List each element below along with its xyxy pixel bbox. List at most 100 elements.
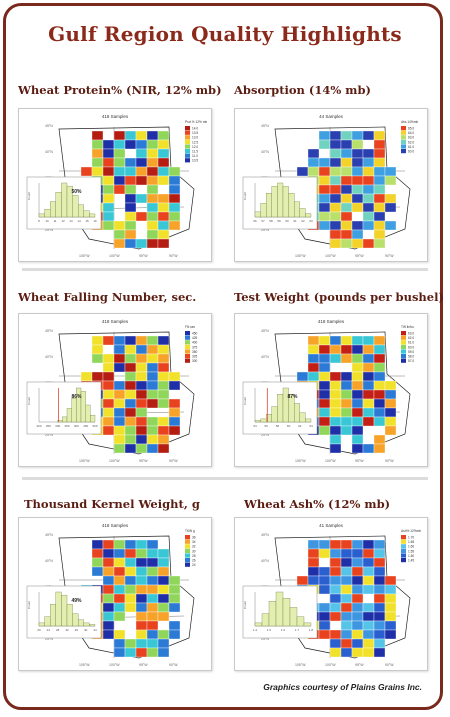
histogram-bar <box>66 604 73 627</box>
histogram-bar <box>61 594 68 627</box>
latitude-label: 25°N <box>45 228 53 232</box>
histogram-bar <box>55 192 62 218</box>
histogram-bar <box>44 616 51 627</box>
histogram-bar <box>62 416 68 423</box>
longitude-label: 105°W <box>79 663 90 667</box>
histogram-bar <box>90 415 96 423</box>
histogram-tick-label: 40 <box>84 628 88 632</box>
longitude-label: 90°W <box>385 254 394 258</box>
latitude-label: 40°N <box>261 150 269 154</box>
histogram-tick-label: 450 <box>83 424 88 428</box>
histogram-bar <box>72 613 79 627</box>
map-panel-tkw: 418 Samples45°N40°N35°N30°N25°N105°W100°… <box>18 517 212 671</box>
histogram-bar <box>296 616 305 627</box>
histogram-bar <box>282 598 291 627</box>
map-panel-ash: 41 Samples45°N40°N35°N30°N25°N105°W100°W… <box>234 517 428 671</box>
histogram-tick-label: 500 <box>92 424 97 428</box>
page-title: Gulf Region Quality Highlights <box>48 22 402 46</box>
histogram-tick-label: 13 <box>69 219 73 223</box>
legend-value: 61.0 <box>408 145 414 149</box>
histogram-bar <box>289 607 298 627</box>
legend-title: Abs 14%mb <box>401 120 418 124</box>
histogram-bar <box>294 403 300 423</box>
map-panel-falling-number: 418 Samples45°N40°N35°N30°N25°N105°W100°… <box>18 313 212 467</box>
map-samples-title: 44 Samples <box>319 114 344 119</box>
heading-test-weight: Test Weight (pounds per bushel) <box>234 290 444 304</box>
map-svg: 418 Samples45°N40°N35°N30°N25°N105°W100°… <box>19 109 211 261</box>
longitude-label: 105°W <box>295 459 306 463</box>
legend-title: Prot % 12% mb <box>185 120 207 124</box>
map-samples-title: 418 Samples <box>102 319 129 324</box>
latitude-label: 25°N <box>45 637 53 641</box>
histogram-tick-label: 14 <box>77 219 81 223</box>
histogram-axis-label: Count <box>243 601 247 609</box>
histogram-bar <box>260 418 267 423</box>
choropleth-map <box>296 335 397 454</box>
map-svg: 418 Samples45°N40°N35°N30°N25°N105°W100°… <box>235 314 427 466</box>
latitude-label: 45°N <box>45 533 53 537</box>
map-panel-absorption: 44 Samples45°N40°N35°N30°N25°N105°W100°W… <box>234 108 428 262</box>
legend-value: 1.60 <box>408 545 414 549</box>
histogram-bar <box>271 186 278 218</box>
latitude-label: 40°N <box>261 355 269 359</box>
divider <box>22 477 428 480</box>
histogram-bar <box>78 619 84 627</box>
histogram-tick-label: 44 <box>93 628 97 632</box>
histogram-bar <box>266 193 272 218</box>
histogram-bar <box>254 622 263 627</box>
histogram-tick-label: 36 <box>75 628 79 632</box>
longitude-label: 105°W <box>295 663 306 667</box>
legend-value: 375 <box>192 345 198 349</box>
histogram-bar <box>50 604 56 627</box>
legend-value: 60.0 <box>408 150 414 154</box>
histogram-bar <box>71 398 77 423</box>
map-svg: 418 Samples45°N40°N35°N30°N25°N105°W100°… <box>19 518 211 670</box>
legend-value: 13.5 <box>192 131 198 135</box>
legend-title: TW lb/bu <box>401 325 414 329</box>
legend-value: 30 <box>192 549 196 553</box>
latitude-label: 45°N <box>45 124 53 128</box>
histogram-tick-label: 1.7 <box>295 628 300 632</box>
heading-protein: Wheat Protein% (NIR, 12% mb) <box>18 83 222 97</box>
legend-value: 425 <box>192 336 198 340</box>
histogram-bar <box>271 406 278 423</box>
histogram-tick-label: 20 <box>37 628 41 632</box>
histogram-tick-label: 59 <box>277 219 281 223</box>
map-panel-test-weight: 418 Samples45°N40°N35°N30°N25°N105°W100°… <box>234 313 428 467</box>
longitude-label: 100°W <box>109 254 120 258</box>
legend-value: 1.45 <box>408 559 414 563</box>
histogram-bar <box>38 213 45 218</box>
histogram-tick-label: 15 <box>85 219 89 223</box>
histogram-tick-label: 28 <box>56 628 60 632</box>
histogram-bar <box>85 404 91 423</box>
map-panel-protein: 418 Samples45°N40°N35°N30°N25°N105°W100°… <box>18 108 212 262</box>
longitude-label: 90°W <box>169 663 178 667</box>
histogram-bar <box>275 591 284 627</box>
legend-value: 450 <box>192 332 198 336</box>
legend-value: 63.0 <box>408 136 414 140</box>
histogram-bar <box>299 208 306 218</box>
histogram-bar <box>80 391 86 423</box>
latitude-label: 40°N <box>261 559 269 563</box>
map-svg: 44 Samples45°N40°N35°N30°N25°N105°W100°W… <box>235 109 427 261</box>
histogram-bar <box>44 209 51 218</box>
longitude-label: 100°W <box>325 459 336 463</box>
heading-absorption: Absorption (14% mb) <box>234 83 371 97</box>
histogram-tick-label: 200 <box>36 424 41 428</box>
legend-value: 62.0 <box>408 336 414 340</box>
latitude-label: 40°N <box>45 355 53 359</box>
legend-value: 1.65 <box>408 540 414 544</box>
legend-value: 400 <box>192 341 198 345</box>
legend-title: FN sec <box>185 325 196 329</box>
latitude-label: 45°N <box>261 329 269 333</box>
histogram-tick-label: 58 <box>276 424 280 428</box>
histogram-bar <box>288 193 295 218</box>
color-legend: Abs 14%mb 65.064.063.062.061.060.0 <box>401 120 418 154</box>
legend-value: 1.55 <box>408 549 414 553</box>
divider <box>22 268 428 271</box>
histogram-tick-label: 1.8 <box>309 628 314 632</box>
legend-value: 57.0 <box>408 359 414 363</box>
longitude-label: 95°W <box>355 459 364 463</box>
histogram-bar <box>83 622 90 627</box>
